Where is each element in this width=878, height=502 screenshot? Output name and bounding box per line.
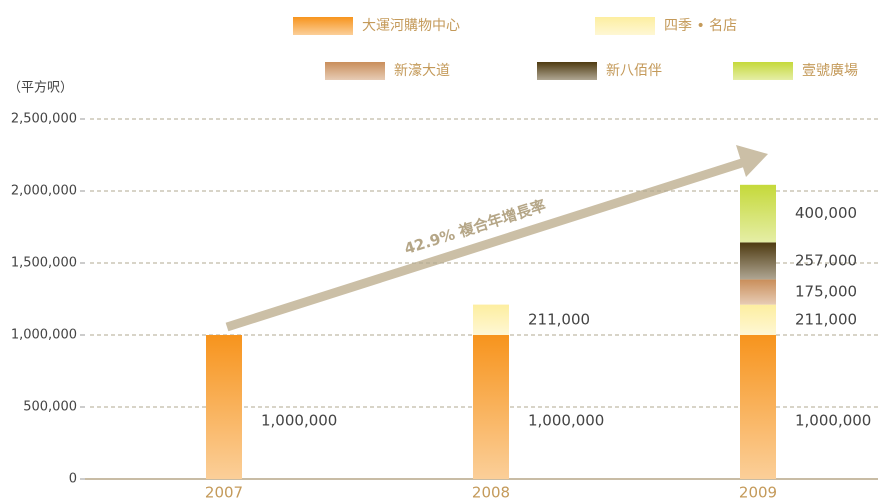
legend-swatch [325, 62, 385, 80]
legend-label: 新濠大道 [394, 62, 450, 79]
bar-segment [740, 335, 776, 479]
y-tick-label: 1,500,000 [11, 256, 77, 271]
x-tick-label: 2007 [205, 484, 243, 502]
bar-segment [740, 304, 776, 335]
bar-segment [473, 304, 509, 335]
growth-arrow [225, 145, 768, 332]
value-label: 400,000 [795, 204, 857, 222]
legend-label: 四季 • 名店 [664, 18, 737, 34]
bar-segment [473, 335, 509, 479]
bar-segment [740, 279, 776, 305]
bar-segment [206, 335, 242, 479]
value-label: 211,000 [528, 310, 590, 328]
bar-segment [740, 184, 776, 243]
legend-label: 新八佰伴 [606, 63, 662, 79]
legend-swatch [537, 62, 597, 80]
y-tick-label: 1,000,000 [11, 328, 77, 343]
bar-segment [740, 242, 776, 280]
value-label: 1,000,000 [528, 412, 604, 430]
y-tick-label: 2,000,000 [11, 184, 77, 199]
legend-swatch [293, 17, 353, 35]
x-tick-label: 2009 [739, 484, 777, 502]
x-tick-label: 2008 [472, 484, 510, 502]
value-label: 175,000 [795, 283, 857, 301]
y-tick-label: 2,500,000 [11, 112, 77, 127]
value-label: 211,000 [795, 310, 857, 328]
y-tick-label: 0 [69, 472, 77, 487]
legend-swatch [733, 62, 793, 80]
legend-label: 大運河購物中心 [362, 18, 460, 34]
value-label: 1,000,000 [261, 412, 337, 430]
value-label: 257,000 [795, 251, 857, 269]
legend-swatch [595, 17, 655, 35]
legend-label: 壹號廣場 [802, 62, 858, 79]
y-tick-label: 500,000 [23, 400, 77, 415]
value-label: 1,000,000 [795, 412, 871, 430]
y-axis-label: （平方呎） [8, 80, 73, 96]
